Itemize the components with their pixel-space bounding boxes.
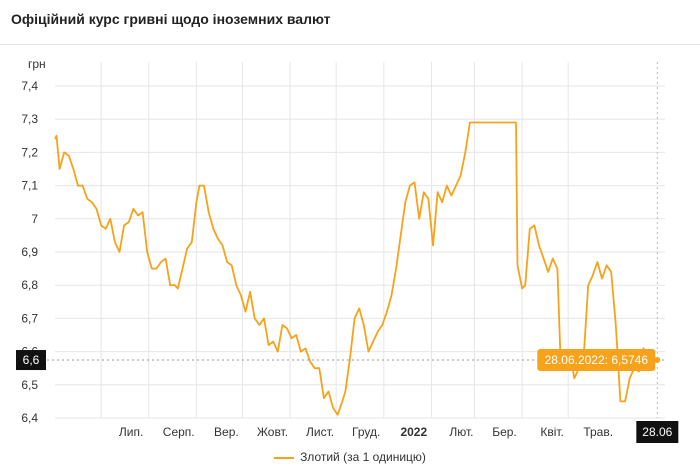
x-tick-label: 2022 [400, 425, 427, 439]
chart-legend[interactable]: Злотий (за 1 одиницю) [0, 450, 700, 464]
x-tick-label: Жовт. [257, 425, 288, 439]
y-tick-label: 6,5 [21, 378, 38, 392]
x-tick-label: Лист. [306, 425, 334, 439]
y-tick-label: 7,3 [21, 112, 38, 126]
x-tick-label: Трав. [583, 425, 613, 439]
y-tick-label: 7,2 [21, 145, 38, 159]
line-chart[interactable]: 6,4 6,5 6,6 6,7 6,8 6,9 7 7,1 7,2 7,3 7,4 грн Лип. Се… [0, 0, 700, 448]
x-tick-label: Серп. [163, 425, 195, 439]
x-tick-label: Бер. [492, 425, 517, 439]
crosshair-y-label-bg [16, 350, 46, 371]
widget-header: Офіційний курс гривні щодо іноземних вал… [0, 0, 700, 45]
x-tick-label: Лют. [449, 425, 473, 439]
y-tick-label: 6,4 [21, 411, 38, 425]
y-tick-label: 7 [31, 212, 38, 226]
legend-label: Злотий (за 1 одиницю) [300, 450, 426, 464]
crosshair-x-label-bg [636, 421, 679, 443]
x-tick-label: Лип. [119, 425, 143, 439]
x-tick-label: Вер. [214, 425, 239, 439]
legend-swatch [274, 456, 295, 459]
chart-title: Офіційний курс гривні щодо іноземних вал… [11, 11, 331, 27]
tooltip-box [537, 349, 656, 372]
crosshair-x-label: 28.06 [642, 425, 672, 439]
tooltip-text: 28.06.2022: 6,5746 [545, 353, 649, 367]
y-tick-label: 6,7 [21, 311, 38, 325]
x-tick-label: Квіт. [540, 425, 564, 439]
y-tick-label: 6,9 [21, 245, 38, 259]
y-tick-label: 7,1 [21, 179, 38, 193]
y-tick-label: 7,4 [21, 79, 38, 93]
x-tick-label: Груд. [352, 425, 380, 439]
crosshair-y-label: 6,6 [23, 353, 40, 367]
y-axis-label: грн [28, 57, 46, 71]
y-tick-label: 6,8 [21, 278, 38, 292]
